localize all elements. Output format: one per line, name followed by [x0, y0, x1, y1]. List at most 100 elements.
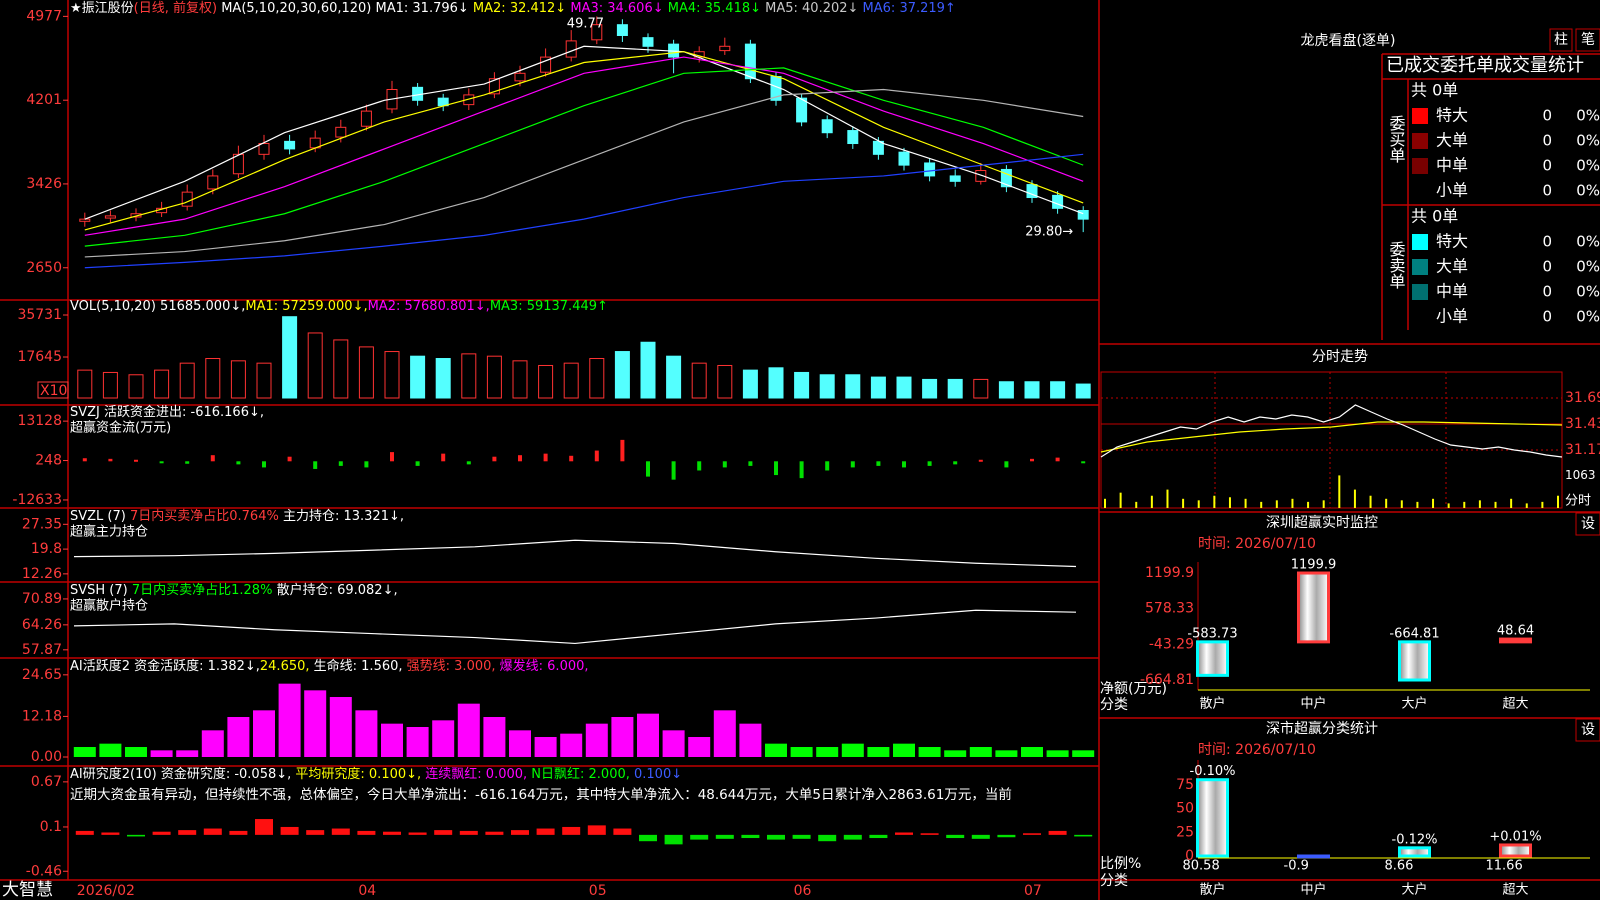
panel-header: AI研究度2(10) 资金研究度: -0.058↓, 平均研究度: 0.100↓… [70, 766, 682, 782]
volume-bar [896, 376, 912, 399]
research-bar [178, 830, 197, 835]
volume-bar [282, 316, 298, 399]
value-label: 1199.9 [1291, 558, 1337, 573]
average-line [1100, 421, 1563, 453]
button-frame[interactable] [1575, 28, 1600, 52]
button-frame[interactable] [1575, 512, 1600, 536]
flow-bar [825, 461, 830, 471]
swatch [1412, 259, 1428, 275]
active-bar [150, 750, 173, 757]
header-item: MA(5,10,20,30,60,120) [217, 1, 371, 16]
active-bar [995, 750, 1018, 757]
flow-bar [927, 461, 932, 466]
button-frame[interactable] [1549, 28, 1573, 52]
research-bar [664, 834, 683, 845]
button[interactable]: 设 [1581, 722, 1595, 738]
value-label: 11.66 [1486, 859, 1523, 874]
active-bar [944, 750, 967, 757]
header-item: N日飘红: 2.000, [527, 766, 630, 782]
flow-bar [876, 461, 881, 466]
price-line [1100, 404, 1563, 458]
active-bar [585, 723, 608, 757]
flow-bar [748, 461, 753, 466]
y-tick-label: 13128 [17, 413, 62, 429]
volume-label: 分时 [1565, 494, 1591, 509]
swatch [1412, 133, 1428, 149]
volume-bar [256, 362, 272, 399]
row-count: 0 [1542, 258, 1552, 276]
ma-line [84, 67, 1084, 247]
change-label: -0.10% [1190, 764, 1236, 779]
button[interactable]: 设 [1581, 516, 1595, 532]
candle-body [821, 119, 833, 134]
axis-label: 比例% [1100, 856, 1141, 872]
y-tick-label: 64.26 [22, 617, 62, 633]
swatch [1412, 158, 1428, 174]
swatch [1412, 108, 1428, 124]
monitor-title: 深圳超赢实时监控 [1266, 514, 1378, 531]
high-label: 49.77 [567, 17, 604, 32]
flow-bar [441, 453, 446, 462]
panel-subtitle: 超赢散户持仓 [70, 598, 148, 614]
button-frame[interactable] [1575, 718, 1600, 742]
research-bar [306, 830, 325, 835]
swatch [1412, 284, 1428, 300]
flow-bar [569, 455, 574, 462]
flow-bar [1004, 461, 1009, 468]
unit-box [37, 381, 69, 399]
change-label: -0.12% [1392, 832, 1438, 847]
row-pct: 0% [1576, 132, 1600, 150]
time: 时间: 2026/07/10 [1198, 536, 1316, 552]
row-pct: 0% [1576, 258, 1600, 276]
volume-bar [435, 358, 451, 399]
row-name: 特大 [1436, 106, 1468, 125]
holding-line [73, 609, 1077, 645]
research-bar [869, 834, 888, 839]
header-item: 强势线: 3.000, [403, 658, 496, 674]
y-tick-label: 31.69 [1565, 390, 1600, 406]
x-tick-label: 05 [589, 883, 607, 899]
candle-body [796, 97, 808, 123]
y-tick-label: 0.00 [31, 749, 62, 765]
y-tick-label: 31.43 [1565, 416, 1600, 432]
active-bar [73, 747, 96, 757]
flow-bar [287, 456, 292, 462]
row-pct: 0% [1576, 182, 1600, 200]
button[interactable]: 笔 [1581, 32, 1595, 48]
candle-body [565, 40, 577, 58]
row-count: 0 [1542, 182, 1552, 200]
ma-line [84, 45, 1084, 220]
row-name: 大单 [1436, 131, 1468, 150]
y-tick-label: 4977 [26, 8, 62, 24]
y-tick-label: -664.81 [1140, 672, 1194, 688]
active-bar [816, 747, 839, 757]
candle-body [540, 56, 552, 73]
volume-bar [845, 374, 861, 399]
row-name: 中单 [1436, 282, 1468, 301]
research-bar [408, 832, 427, 835]
header-item: 0.100↓ [630, 767, 682, 782]
flow-bar [1081, 461, 1086, 464]
research-bar [280, 826, 299, 835]
panel-subtitle: 超赢主力持仓 [70, 524, 148, 540]
axis-label: 净额(万元) [1100, 681, 1167, 697]
category-label: 中户 [1300, 696, 1326, 712]
active-bar [99, 743, 122, 757]
y-tick-label: 248 [35, 453, 62, 469]
research-bar [203, 828, 222, 835]
candle-body [181, 191, 193, 207]
button[interactable]: 柱 [1554, 32, 1568, 48]
classify-title: 深市超赢分类统计 [1266, 720, 1378, 737]
row-pct: 0% [1576, 283, 1600, 301]
y-tick-label: 17645 [17, 349, 62, 365]
frame [1100, 371, 1563, 509]
flow-bar [953, 461, 958, 465]
flow-bar [594, 450, 599, 462]
candle-body [642, 37, 654, 47]
candle-body [360, 110, 372, 127]
bar [1398, 640, 1431, 682]
flow-bar [159, 461, 164, 464]
flow-bar [390, 452, 394, 462]
bar [1499, 637, 1532, 644]
volume-bar [768, 367, 784, 399]
